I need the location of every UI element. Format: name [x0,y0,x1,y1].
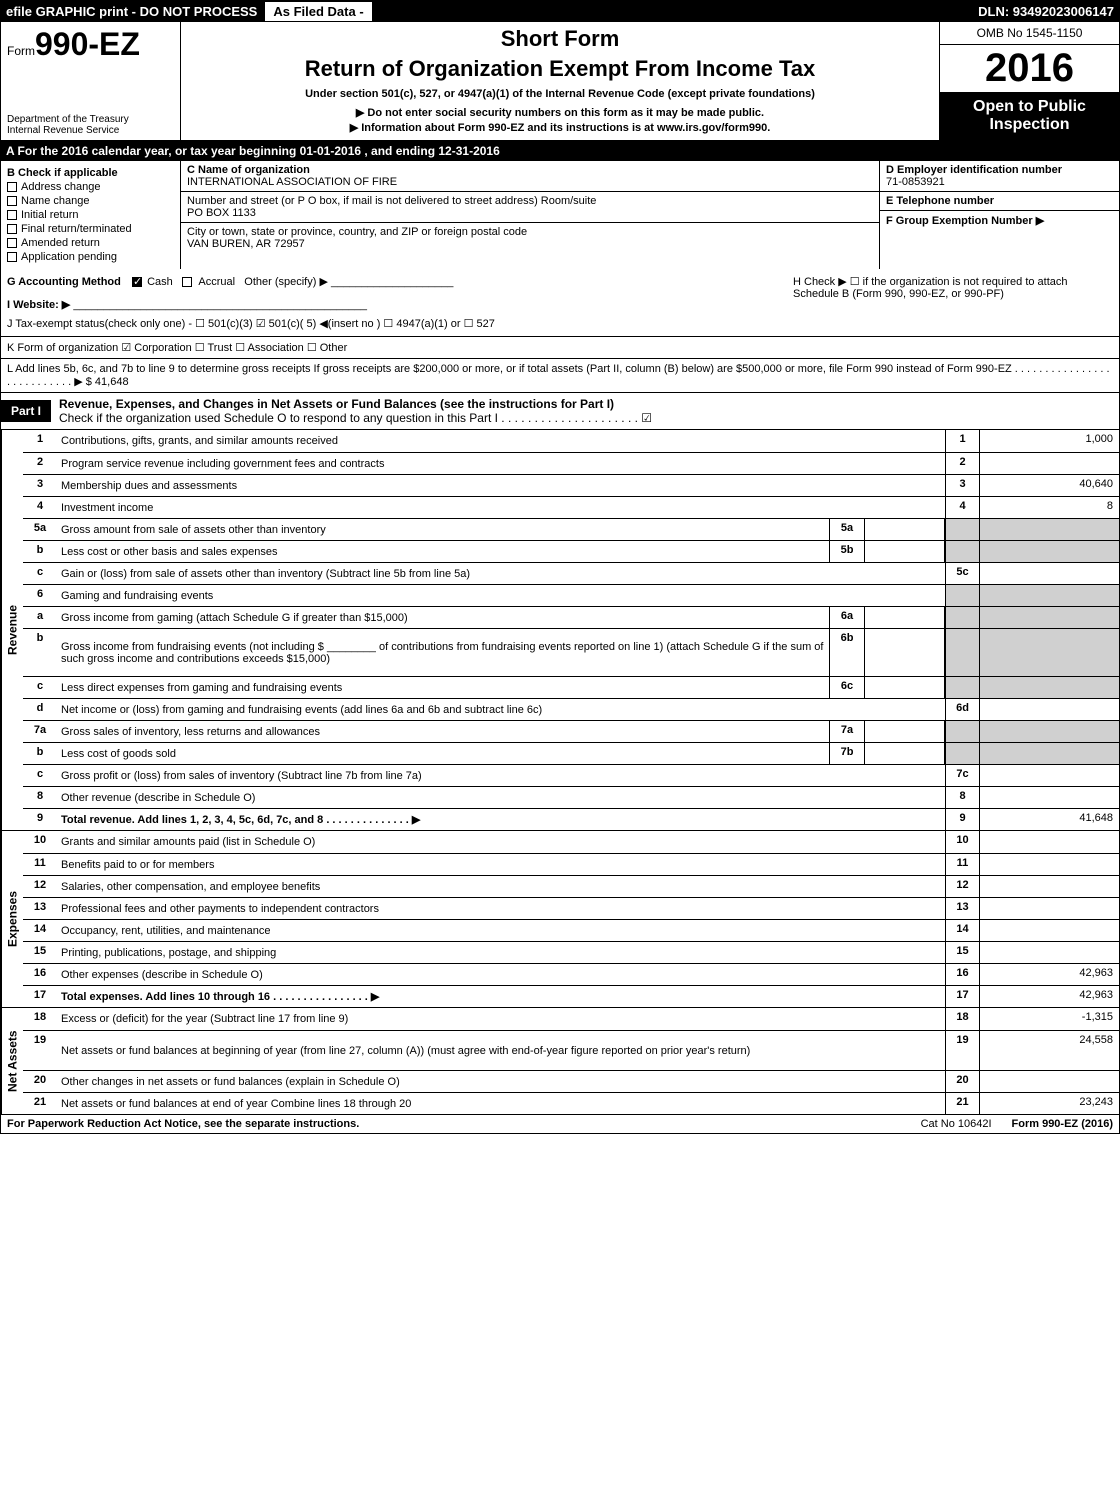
line-15: 15 Printing, publications, postage, and … [23,941,1119,963]
chk-name-change[interactable]: Name change [7,195,174,207]
under-section-text: Under section 501(c), 527, or 4947(a)(1)… [191,88,929,100]
footer-cat-no: Cat No 10642I [901,1118,1012,1130]
line-13: 13 Professional fees and other payments … [23,897,1119,919]
line-7a: 7a Gross sales of inventory, less return… [23,720,1119,742]
org-name-value: INTERNATIONAL ASSOCIATION OF FIRE [187,176,873,188]
line-14: 14 Occupancy, rent, utilities, and maint… [23,919,1119,941]
omb-number: OMB No 1545-1150 [940,22,1119,45]
side-label-revenue: Revenue [1,430,23,830]
group-exemption-label: F Group Exemption Number ▶ [886,214,1113,227]
row-gh: G Accounting Method Cash Accrual Other (… [0,269,1120,337]
line-6: 6 Gaming and fundraising events [23,584,1119,606]
chk-address-change[interactable]: Address change [7,181,174,193]
city-label: City or town, state or province, country… [187,226,873,238]
part-i-sub: Check if the organization used Schedule … [59,411,652,425]
line-9: 9 Total revenue. Add lines 1, 2, 3, 4, 5… [23,808,1119,830]
col-c: C Name of organization INTERNATIONAL ASS… [181,161,879,269]
instruction-1: ▶ Do not enter social security numbers o… [191,106,929,119]
chk-amended-return[interactable]: Amended return [7,237,174,249]
h-check-schedule-b: H Check ▶ ☐ if the organization is not r… [793,275,1113,300]
line-10: 10 Grants and similar amounts paid (list… [23,831,1119,853]
instruction-2: ▶ Information about Form 990-EZ and its … [191,121,929,134]
street-value: PO BOX 1133 [187,207,873,219]
col-d: D Employer identification number 71-0853… [879,161,1119,269]
line-5a: 5a Gross amount from sale of assets othe… [23,518,1119,540]
line-16: 16 Other expenses (describe in Schedule … [23,963,1119,985]
line-6a: a Gross income from gaming (attach Sched… [23,606,1119,628]
as-filed-label: As Filed Data - [265,2,371,21]
org-name-label: C Name of organization [187,164,873,176]
street-label: Number and street (or P O box, if mail i… [187,195,873,207]
chk-accrual[interactable] [182,277,192,287]
revenue-block: Revenue 1 Contributions, gifts, grants, … [0,430,1120,831]
line-5c: c Gain or (loss) from sale of assets oth… [23,562,1119,584]
side-label-expenses: Expenses [1,831,23,1007]
chk-initial-return[interactable]: Initial return [7,209,174,221]
form-number-big: 990-EZ [35,26,140,62]
line-8: 8 Other revenue (describe in Schedule O)… [23,786,1119,808]
line-18: 18 Excess or (deficit) for the year (Sub… [23,1008,1119,1030]
footer-left: For Paperwork Reduction Act Notice, see … [7,1118,901,1130]
line-6b: b Gross income from fundraising events (… [23,628,1119,676]
part-i-title: Revenue, Expenses, and Changes in Net As… [59,397,614,411]
line-7b: b Less cost of goods sold 7b [23,742,1119,764]
short-form-title: Short Form [191,26,929,52]
col-b-title: B Check if applicable [7,167,174,179]
form-number: Form990-EZ [7,26,174,63]
line-21: 21 Net assets or fund balances at end of… [23,1092,1119,1114]
efile-label: efile GRAPHIC print - DO NOT PROCESS [0,2,263,21]
ein-value: 71-0853921 [886,176,1113,188]
website-label: I Website: ▶ [7,299,70,311]
part-i-header: Part I Revenue, Expenses, and Changes in… [0,393,1120,430]
footer: For Paperwork Reduction Act Notice, see … [0,1115,1120,1134]
part-i-badge: Part I [1,400,51,422]
line-3: 3 Membership dues and assessments 3 40,6… [23,474,1119,496]
footer-form-id: Form 990-EZ (2016) [1012,1118,1113,1130]
line-17: 17 Total expenses. Add lines 10 through … [23,985,1119,1007]
dept-treasury: Department of the Treasury [7,114,174,125]
side-label-net-assets: Net Assets [1,1008,23,1114]
line-19: 19 Net assets or fund balances at beginn… [23,1030,1119,1070]
line-5b: b Less cost or other basis and sales exp… [23,540,1119,562]
open-public-badge: Open to Public Inspection [940,92,1119,140]
top-bar: efile GRAPHIC print - DO NOT PROCESS As … [0,0,1120,22]
line-11: 11 Benefits paid to or for members 11 [23,853,1119,875]
form-header: Form990-EZ Department of the Treasury In… [0,22,1120,141]
block-bcd: B Check if applicable Address change Nam… [0,161,1120,269]
form-prefix: Form [7,44,35,58]
line-6c: c Less direct expenses from gaming and f… [23,676,1119,698]
line-4: 4 Investment income 4 8 [23,496,1119,518]
dln-label: DLN: 93492023006147 [972,2,1120,21]
other-specify: Other (specify) ▶ [244,276,328,288]
accounting-method-label: G Accounting Method [7,276,121,288]
ein-label: D Employer identification number [886,164,1113,176]
expenses-block: Expenses 10 Grants and similar amounts p… [0,831,1120,1008]
row-k-form-organization: K Form of organization ☑ Corporation ☐ T… [0,337,1120,359]
line-1: 1 Contributions, gifts, grants, and simi… [23,430,1119,452]
section-a-bar: A For the 2016 calendar year, or tax yea… [0,141,1120,161]
city-value: VAN BUREN, AR 72957 [187,238,873,250]
net-assets-block: Net Assets 18 Excess or (deficit) for th… [0,1008,1120,1115]
chk-cash[interactable] [132,277,142,287]
line-20: 20 Other changes in net assets or fund b… [23,1070,1119,1092]
return-title: Return of Organization Exempt From Incom… [191,56,929,82]
chk-application-pending[interactable]: Application pending [7,251,174,263]
line-7c: c Gross profit or (loss) from sales of i… [23,764,1119,786]
telephone-label: E Telephone number [886,195,1113,207]
line-2: 2 Program service revenue including gove… [23,452,1119,474]
line-12: 12 Salaries, other compensation, and emp… [23,875,1119,897]
row-l-gross-receipts: L Add lines 5b, 6c, and 7b to line 9 to … [0,359,1120,393]
tax-year: 2016 [940,45,1119,92]
chk-final-return[interactable]: Final return/terminated [7,223,174,235]
dept-irs: Internal Revenue Service [7,125,174,136]
line-6d: d Net income or (loss) from gaming and f… [23,698,1119,720]
col-b: B Check if applicable Address change Nam… [1,161,181,269]
tax-exempt-status: J Tax-exempt status(check only one) - ☐ … [7,317,793,330]
